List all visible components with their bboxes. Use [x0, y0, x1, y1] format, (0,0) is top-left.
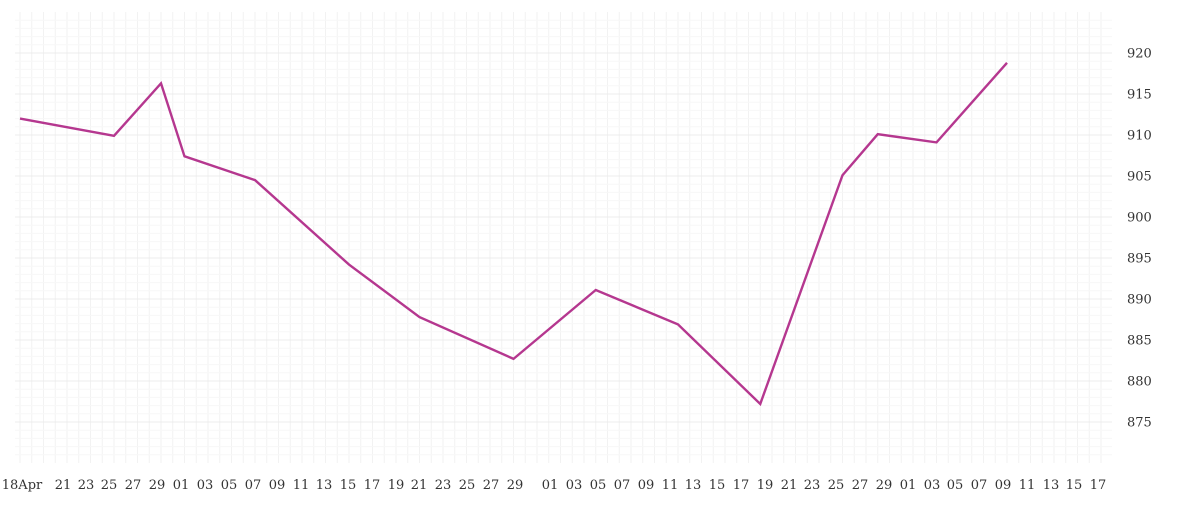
grid-major	[15, 52, 1112, 423]
x-tick-label: 11	[662, 478, 679, 493]
x-tick-label: 27	[483, 478, 500, 493]
x-tick-label: 29	[507, 478, 524, 493]
x-tick-label: 07	[245, 478, 262, 493]
x-tick-label: 01	[542, 478, 559, 493]
y-tick-label: 895	[1127, 252, 1152, 267]
x-tick-label: 17	[1090, 478, 1107, 493]
x-tick-label: 11	[1019, 478, 1036, 493]
x-tick-label: 05	[947, 478, 964, 493]
x-tick-label: 13	[1043, 478, 1060, 493]
x-tick-label: 07	[614, 478, 631, 493]
x-tick-label: 29	[149, 478, 166, 493]
x-tick-label: 21	[411, 478, 428, 493]
x-tick-label: 15	[1066, 478, 1083, 493]
y-tick-label: 905	[1127, 170, 1152, 185]
x-tick-label: 23	[435, 478, 452, 493]
x-tick-label: 13	[685, 478, 702, 493]
x-tick-label: 05	[221, 478, 238, 493]
series-line	[19, 62, 1008, 407]
x-tick-label: 25	[459, 478, 476, 493]
x-tick-label: 27	[125, 478, 142, 493]
x-tick-label: 17	[733, 478, 750, 493]
x-tick-label: 13	[316, 478, 333, 493]
x-tick-label: 21	[781, 478, 798, 493]
series-layer	[19, 62, 1008, 407]
y-tick-label: 915	[1127, 88, 1152, 103]
y-tick-label: 900	[1127, 211, 1152, 226]
x-tick-label: 23	[804, 478, 821, 493]
x-tick-label: 25	[828, 478, 845, 493]
x-tick-label: 25	[101, 478, 118, 493]
x-tick-label: 01	[900, 478, 917, 493]
x-tick-label: 27	[852, 478, 869, 493]
x-tick-label: 17	[364, 478, 381, 493]
plot-background	[15, 12, 1112, 463]
x-tick-label: 09	[638, 478, 655, 493]
x-tick-label: 19	[388, 478, 405, 493]
y-axis-tick-labels: 875 880 885 890 895 900 905 910 915 920	[1127, 47, 1152, 431]
x-tick-label: 03	[566, 478, 583, 493]
y-tick-label: 910	[1127, 129, 1152, 144]
x-tick-label: 15	[709, 478, 726, 493]
x-tick-label: 29	[876, 478, 893, 493]
x-tick-label: 03	[924, 478, 941, 493]
y-tick-label: 875	[1127, 416, 1152, 431]
y-tick-label: 920	[1127, 47, 1152, 62]
x-tick-label: 18Apr	[2, 478, 43, 493]
y-tick-label: 890	[1127, 293, 1152, 308]
x-tick-label: 21	[55, 478, 72, 493]
x-tick-label: 19	[757, 478, 774, 493]
x-tick-label: 01	[173, 478, 190, 493]
y-tick-label: 885	[1127, 334, 1152, 349]
y-tick-label: 880	[1127, 375, 1152, 390]
x-axis-tick-labels: 18Apr 21 23 25 27 29 01 03 05 07 09 11 13 15 17 19 21 23 2…	[2, 478, 1107, 493]
x-tick-label: 09	[995, 478, 1012, 493]
x-tick-label: 23	[78, 478, 95, 493]
x-tick-label: 05	[590, 478, 607, 493]
x-tick-label: 15	[340, 478, 357, 493]
x-tick-label: 09	[269, 478, 286, 493]
x-tick-label: 07	[971, 478, 988, 493]
x-tick-label: 11	[293, 478, 310, 493]
x-tick-label: 03	[197, 478, 214, 493]
